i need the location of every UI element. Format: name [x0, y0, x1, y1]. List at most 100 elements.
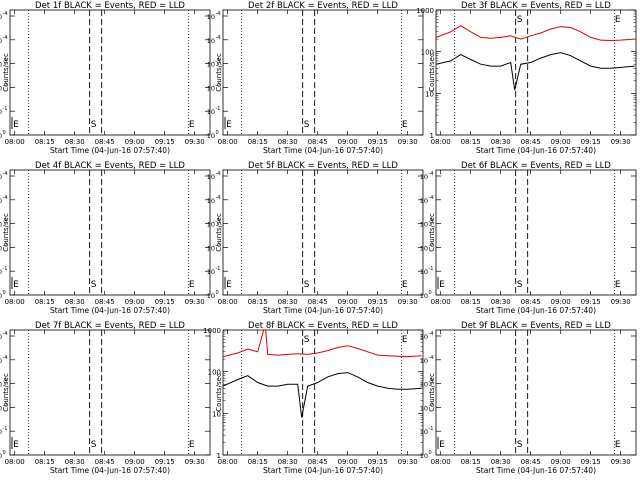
x-tick-label: 09:15: [368, 458, 388, 466]
y-tick-mantissa: 10: [420, 173, 428, 181]
y-axis-label: Counts/sec: [215, 53, 223, 92]
y-tick-label: 1: [430, 132, 434, 140]
y-tick-exponent: -3: [216, 219, 221, 225]
y-tick-exponent: -4: [429, 171, 434, 177]
end-marker-label: E: [189, 280, 195, 290]
y-axis-label: Counts/sec: [428, 373, 436, 412]
y-tick-exponent: -2: [216, 82, 221, 88]
detector-panel: Det 8f BLACK = Events, RED = LLD 08:00 08:…: [203, 321, 424, 475]
x-tick-label: 09:00: [338, 298, 358, 306]
y-tick-exponent: 0: [429, 290, 432, 296]
start-edge-marker-label: E: [439, 440, 445, 450]
x-tick-label: 09:00: [125, 458, 145, 466]
panel-title: Det 1f BLACK = Events, RED = LLD: [35, 1, 185, 11]
y-tick-label: 10: [212, 410, 221, 418]
x-tick-label: 08:15: [248, 298, 268, 306]
start-marker-label: S: [304, 280, 310, 290]
detector-panel: Det 2f BLACK = Events, RED = LLD 08:00 08:…: [207, 1, 424, 155]
y-tick-exponent: -4: [216, 195, 221, 201]
panel-title: Det 5f BLACK = Events, RED = LLD: [248, 161, 398, 171]
y-tick-exponent: 0: [216, 130, 219, 136]
y-tick-exponent: -1: [216, 266, 221, 272]
y-tick-mantissa: 10: [0, 268, 2, 276]
detector-panel: Det 1f BLACK = Events, RED = LLD 08:00 08:…: [0, 1, 211, 155]
y-tick-mantissa: 10: [420, 292, 428, 300]
plot-frame: [222, 329, 424, 456]
x-tick-label: 08:15: [248, 138, 268, 146]
y-tick-exponent: -4: [216, 11, 221, 17]
y-tick-exponent: -4: [3, 355, 8, 361]
detector-panel: Det 6f BLACK = Events, RED = LLD 08:00 08:…: [420, 161, 637, 315]
y-tick-label: 10: [425, 90, 434, 98]
detector-panel: Det 9f BLACK = Events, RED = LLD 08:00 08:…: [420, 321, 637, 475]
y-tick-mantissa: 10: [207, 108, 215, 116]
y-tick-exponent: -4: [216, 35, 221, 41]
y-tick-exponent: -3: [3, 59, 8, 65]
start-edge-marker-label: E: [439, 280, 445, 290]
x-tick-label: 09:15: [155, 298, 175, 306]
x-tick-label: 09:00: [125, 138, 145, 146]
x-tick-label: 09:15: [581, 458, 601, 466]
x-tick-label: 08:15: [35, 298, 55, 306]
plot-frame: [435, 9, 637, 136]
y-tick-label: 1: [217, 452, 221, 460]
y-tick-mantissa: 10: [420, 197, 428, 205]
y-tick-exponent: -4: [216, 171, 221, 177]
y-tick-mantissa: 10: [0, 381, 2, 389]
y-tick-mantissa: 10: [0, 221, 2, 229]
x-tick-label: 08:15: [248, 458, 268, 466]
x-axis-label: Start Time (04-Jun-16 07:57:40): [50, 466, 170, 475]
x-axis-label: Start Time (04-Jun-16 07:57:40): [50, 146, 170, 155]
y-tick-exponent: 0: [3, 450, 6, 456]
x-tick-label: 08:30: [278, 138, 298, 146]
y-tick-mantissa: 10: [420, 381, 428, 389]
y-tick-exponent: -2: [429, 242, 434, 248]
x-tick-label: 09:15: [155, 138, 175, 146]
y-tick-exponent: -4: [429, 355, 434, 361]
x-tick-label: 08:30: [491, 298, 511, 306]
y-tick-mantissa: 10: [0, 61, 2, 69]
x-tick-label: 08:45: [95, 138, 115, 146]
y-axis-label: Counts/sec: [428, 53, 436, 92]
x-axis-label: Start Time (04-Jun-16 07:57:40): [476, 146, 596, 155]
panel-title: Det 2f BLACK = Events, RED = LLD: [248, 1, 398, 11]
y-tick-mantissa: 10: [0, 108, 2, 116]
plot-frame: [435, 329, 637, 456]
x-tick-label: 08:00: [218, 298, 238, 306]
y-tick-mantissa: 10: [420, 221, 428, 229]
start-marker-label: S: [91, 440, 97, 450]
y-tick-mantissa: 10: [207, 13, 215, 21]
x-tick-label: 09:15: [368, 138, 388, 146]
end-marker-label: E: [402, 280, 408, 290]
x-tick-label: 08:30: [65, 298, 85, 306]
x-tick-label: 09:15: [368, 298, 388, 306]
y-tick-mantissa: 10: [0, 292, 2, 300]
plot-frame: [9, 329, 211, 456]
y-tick-mantissa: 10: [420, 404, 428, 412]
y-tick-exponent: -4: [429, 195, 434, 201]
y-tick-exponent: -4: [3, 171, 8, 177]
y-tick-mantissa: 10: [207, 61, 215, 69]
plot-frame: [222, 169, 424, 296]
y-tick-mantissa: 10: [207, 37, 215, 45]
y-tick-exponent: -2: [429, 402, 434, 408]
x-tick-label: 08:15: [35, 138, 55, 146]
y-tick-exponent: -4: [3, 195, 8, 201]
x-tick-label: 08:30: [491, 458, 511, 466]
end-marker-label: E: [402, 335, 408, 345]
x-tick-label: 09:00: [338, 458, 358, 466]
y-tick-mantissa: 10: [0, 244, 2, 252]
start-marker-label: S: [304, 120, 310, 130]
start-edge-marker-label: E: [13, 440, 19, 450]
x-tick-label: 09:00: [125, 298, 145, 306]
x-tick-label: 08:45: [95, 298, 115, 306]
y-tick-exponent: -4: [429, 331, 434, 337]
start-marker-label: S: [517, 15, 523, 25]
y-tick-mantissa: 10: [207, 197, 215, 205]
y-tick-label: 1000: [416, 7, 434, 15]
x-axis-label: Start Time (04-Jun-16 07:57:40): [476, 306, 596, 315]
end-marker-label: E: [189, 120, 195, 130]
y-axis-label: Counts/sec: [215, 373, 223, 412]
y-tick-exponent: -1: [3, 106, 8, 112]
